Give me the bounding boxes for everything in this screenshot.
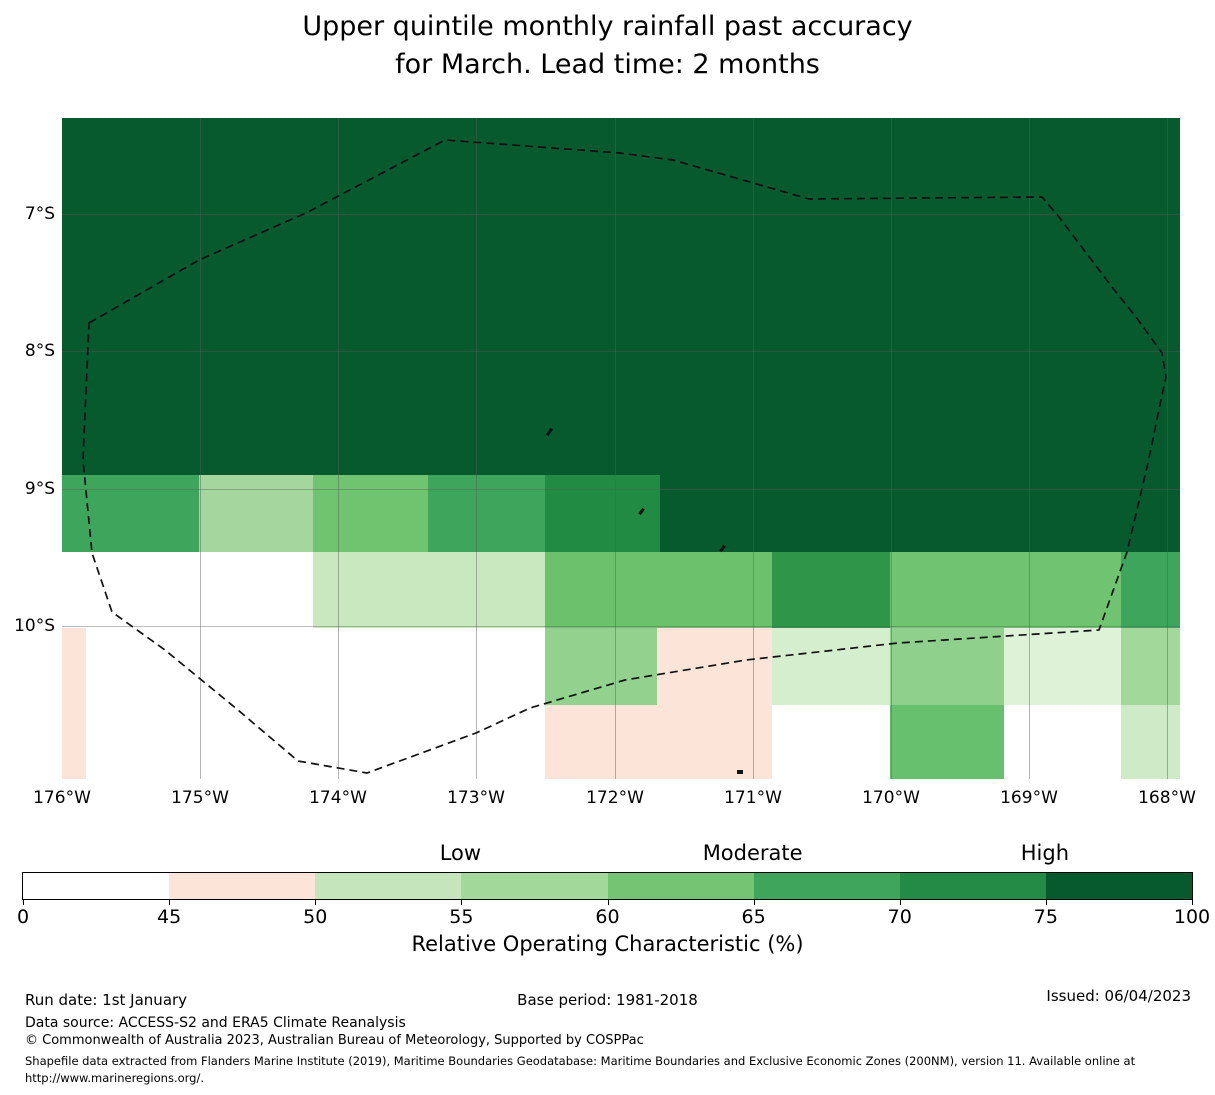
colorbar-category-label: High <box>1020 841 1070 865</box>
gridline-longitude <box>615 118 616 779</box>
map-cell <box>428 475 545 552</box>
x-axis-tick-label: 176°W <box>33 788 91 808</box>
colorbar-tick-label: 55 <box>449 906 474 928</box>
colorbar-tick-mark <box>169 900 171 905</box>
run-date-text: Run date: 1st January <box>25 991 188 1009</box>
y-axis-tick-label: 7°S <box>24 204 55 224</box>
colorbar-category-label: Low <box>439 841 482 865</box>
colorbar-tick-mark <box>753 900 755 905</box>
map-cell <box>660 475 1180 552</box>
map-cell <box>890 705 1004 779</box>
gridline-latitude <box>62 351 1180 352</box>
map-cell <box>772 705 890 779</box>
map-cell <box>62 475 199 552</box>
y-axis-tick-label: 10°S <box>14 616 55 636</box>
gridline-longitude <box>1029 118 1030 779</box>
map-cell <box>62 705 86 779</box>
colorbar-segment <box>753 873 900 899</box>
map-cell <box>545 475 660 552</box>
x-axis-tick-label: 170°W <box>862 788 920 808</box>
colorbar-axis-label: Relative Operating Characteristic (%) <box>411 932 804 956</box>
map-cell <box>1121 552 1180 628</box>
map-cell <box>890 628 1004 705</box>
gridline-longitude <box>200 118 201 779</box>
colorbar-segment <box>1045 873 1192 899</box>
map-cell <box>1121 705 1180 779</box>
gridline-longitude <box>891 118 892 779</box>
map-cell <box>545 628 657 705</box>
gridline-latitude <box>62 214 1180 215</box>
colorbar <box>22 872 1193 900</box>
shapefile-attribution-text: Shapefile data extracted from Flanders M… <box>25 1053 1205 1086</box>
gridline-latitude <box>62 489 1180 490</box>
colorbar-segment <box>315 873 462 899</box>
colorbar-segment <box>899 873 1046 899</box>
colorbar-tick-mark <box>23 900 24 905</box>
colorbar-tick-label: 50 <box>303 906 328 928</box>
colorbar-tick-mark <box>607 900 609 905</box>
gridline-longitude <box>1167 118 1168 779</box>
x-axis-tick-label: 171°W <box>724 788 782 808</box>
copyright-text: © Commonwealth of Australia 2023, Austra… <box>25 1033 644 1048</box>
colorbar-tick-label: 70 <box>887 906 912 928</box>
gridline-latitude <box>62 626 1180 627</box>
colorbar-tick-label: 100 <box>1173 906 1211 928</box>
map-cell <box>199 475 313 552</box>
map-cell <box>1004 705 1121 779</box>
colorbar-segment <box>607 873 754 899</box>
gridline-longitude <box>753 118 754 779</box>
y-axis-tick-label: 9°S <box>24 479 55 499</box>
map-cell <box>890 552 1121 628</box>
shapefile-attribution-line1: Shapefile data extracted from Flanders M… <box>25 1054 1136 1068</box>
x-axis-tick-label: 173°W <box>447 788 505 808</box>
map-cell <box>1121 628 1180 705</box>
map-cell <box>62 628 86 705</box>
gridline-longitude <box>476 118 477 779</box>
x-axis-tick-label: 169°W <box>1000 788 1058 808</box>
y-axis-tick-label: 8°S <box>24 341 55 361</box>
chart-title: Upper quintile monthly rainfall past acc… <box>0 8 1215 85</box>
colorbar-segment <box>461 873 608 899</box>
colorbar-tick-mark <box>1192 900 1193 905</box>
data-source-text: Data source: ACCESS-S2 and ERA5 Climate … <box>25 1015 406 1031</box>
colorbar-tick-label: 75 <box>1033 906 1058 928</box>
colorbar-tick-mark <box>1045 900 1047 905</box>
chart-title-line2: for March. Lead time: 2 months <box>395 49 820 81</box>
colorbar-tick-label: 0 <box>16 906 30 928</box>
map-cell <box>657 628 772 705</box>
shapefile-attribution-line2: http://www.marineregions.org/. <box>25 1070 204 1085</box>
colorbar-tick-mark <box>461 900 463 905</box>
colorbar-tick-label: 60 <box>595 906 620 928</box>
x-axis-tick-label: 172°W <box>586 788 644 808</box>
x-axis-tick-label: 168°W <box>1138 788 1196 808</box>
colorbar-category-label: Moderate <box>702 841 803 865</box>
base-period-text: Base period: 1981-2018 <box>517 991 698 1009</box>
map-cell <box>545 552 772 628</box>
colorbar-tick-label: 65 <box>741 906 766 928</box>
map-cell <box>62 118 1180 475</box>
map-cell <box>313 475 428 552</box>
map-cell <box>62 552 313 628</box>
chart-title-line1: Upper quintile monthly rainfall past acc… <box>302 11 913 42</box>
issued-text: Issued: 06/04/2023 <box>1046 987 1191 1005</box>
x-axis-tick-label: 175°W <box>171 788 229 808</box>
x-axis-tick-label: 174°W <box>309 788 367 808</box>
colorbar-segment <box>169 873 316 899</box>
map-cell <box>545 705 772 779</box>
colorbar-segment <box>23 873 170 899</box>
gridline-longitude <box>338 118 339 779</box>
map-cell <box>1004 628 1121 705</box>
map-cell <box>772 628 890 705</box>
colorbar-tick-mark <box>899 900 901 905</box>
map-cell <box>313 552 545 628</box>
colorbar-tick-mark <box>315 900 317 905</box>
map-cell <box>772 552 890 628</box>
colorbar-tick-label: 45 <box>157 906 182 928</box>
island-mark <box>737 770 743 774</box>
